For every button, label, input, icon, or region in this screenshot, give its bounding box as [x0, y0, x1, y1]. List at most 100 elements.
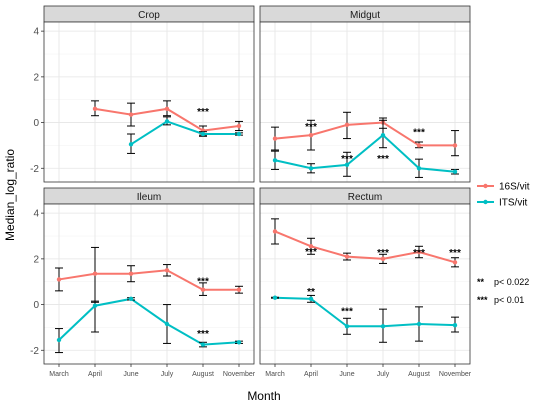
data-point	[236, 131, 242, 137]
significance-annotation: ***	[413, 248, 425, 259]
data-point	[272, 229, 278, 234]
data-point	[200, 342, 206, 347]
panels-layer: Crop -2 0 2 4 *** Midgut *** *** *** *** Ileum -2 0 2 4…	[30, 5, 472, 378]
plot-background	[44, 22, 254, 182]
series-line	[274, 121, 455, 147]
significance-annotation: ***	[305, 247, 317, 258]
significance-annotation: ***	[413, 128, 425, 139]
data-point	[344, 162, 350, 168]
data-point	[200, 131, 206, 137]
x-tick-label: July	[161, 371, 174, 378]
y-tick-label: 2	[33, 72, 39, 83]
data-point	[164, 321, 170, 327]
y-tick-label: 2	[33, 254, 39, 265]
significance-annotation: ***	[377, 154, 389, 165]
data-point	[128, 112, 134, 117]
data-point	[344, 254, 350, 259]
data-point	[452, 322, 458, 328]
series-line	[130, 120, 239, 146]
panel-rectum: Rectum March April June July August November **…	[259, 187, 472, 378]
x-tick-label: November	[439, 371, 472, 378]
facet-title: Ileum	[137, 192, 161, 203]
y-axis-title: Median_log_ratio	[3, 149, 17, 241]
data-point	[164, 268, 170, 273]
series-its-vit	[127, 116, 243, 154]
panel-crop: Crop -2 0 2 4 ***	[30, 5, 255, 183]
data-point	[452, 260, 458, 265]
data-point	[236, 123, 242, 129]
panel-midgut: Midgut *** *** *** ***	[259, 5, 471, 183]
panel-border	[259, 203, 471, 365]
data-point	[344, 122, 350, 128]
significance-notes: ** p< 0.022 *** p< 0.01	[477, 277, 529, 305]
plot-background	[260, 22, 470, 182]
significance-annotation: ***	[449, 248, 461, 259]
significance-annotation: ***	[197, 107, 209, 118]
series-line	[274, 296, 456, 328]
plot-background	[260, 204, 470, 364]
series-line	[274, 230, 456, 264]
significance-annotation: **	[307, 287, 315, 298]
data-point	[452, 169, 458, 174]
note-text: p< 0.022	[494, 277, 529, 287]
series-line	[274, 133, 456, 173]
series-16s-vit	[271, 111, 459, 157]
legend-label: ITS/vit	[499, 198, 528, 209]
data-point	[56, 337, 62, 343]
data-point	[380, 256, 386, 262]
legend-key-point	[483, 199, 488, 205]
note-stars: **	[477, 277, 485, 287]
x-tick-label: April	[88, 371, 102, 378]
y-tick-label: 0	[33, 118, 39, 129]
y-tick-label: -2	[30, 164, 39, 175]
note-text: p< 0.01	[494, 295, 524, 305]
x-tick-label: March	[49, 371, 69, 378]
panel-border	[43, 203, 255, 365]
facet-title: Midgut	[350, 10, 380, 21]
series-16s-vit	[271, 218, 459, 268]
data-point	[416, 143, 422, 148]
data-point	[308, 244, 314, 249]
data-point	[308, 132, 314, 138]
facet-title: Rectum	[348, 192, 382, 203]
data-point	[128, 271, 134, 276]
series-its-vit	[55, 296, 243, 354]
data-point	[164, 119, 170, 124]
series-its-vit	[271, 119, 459, 178]
data-point	[452, 143, 458, 148]
data-point	[344, 324, 350, 329]
data-point	[308, 166, 314, 171]
x-tick-label: March	[265, 371, 285, 378]
data-point	[56, 277, 62, 282]
data-point	[416, 249, 422, 255]
data-point	[92, 303, 98, 308]
series-line	[58, 269, 239, 291]
legend-key-point	[483, 183, 488, 189]
significance-annotation: ***	[377, 248, 389, 259]
data-point	[236, 287, 242, 292]
data-point	[236, 340, 242, 345]
data-point	[272, 295, 278, 300]
series-16s-vit	[55, 246, 243, 303]
data-point	[128, 296, 134, 302]
x-tick-label: November	[223, 371, 256, 378]
significance-annotation: ***	[341, 306, 353, 317]
data-point	[128, 142, 134, 147]
panel-ileum: Ileum -2 0 2 4 March April June July August Novemb…	[30, 187, 256, 378]
y-tick-label: 4	[33, 27, 39, 38]
y-tick-label: 0	[33, 300, 39, 311]
data-point	[308, 296, 314, 302]
y-tick-label: 4	[33, 209, 39, 220]
x-axis-title: Month	[247, 389, 280, 403]
data-point	[272, 158, 278, 163]
data-point	[92, 106, 98, 112]
data-point	[416, 166, 422, 171]
panel-border	[43, 21, 255, 183]
facet-title: Crop	[138, 10, 160, 21]
data-point	[416, 321, 422, 327]
series-line	[58, 297, 240, 346]
legend-label: 16S/vit	[499, 182, 530, 193]
note-stars: ***	[477, 295, 488, 305]
significance-annotation: ***	[305, 122, 317, 133]
x-tick-label: April	[304, 371, 318, 378]
